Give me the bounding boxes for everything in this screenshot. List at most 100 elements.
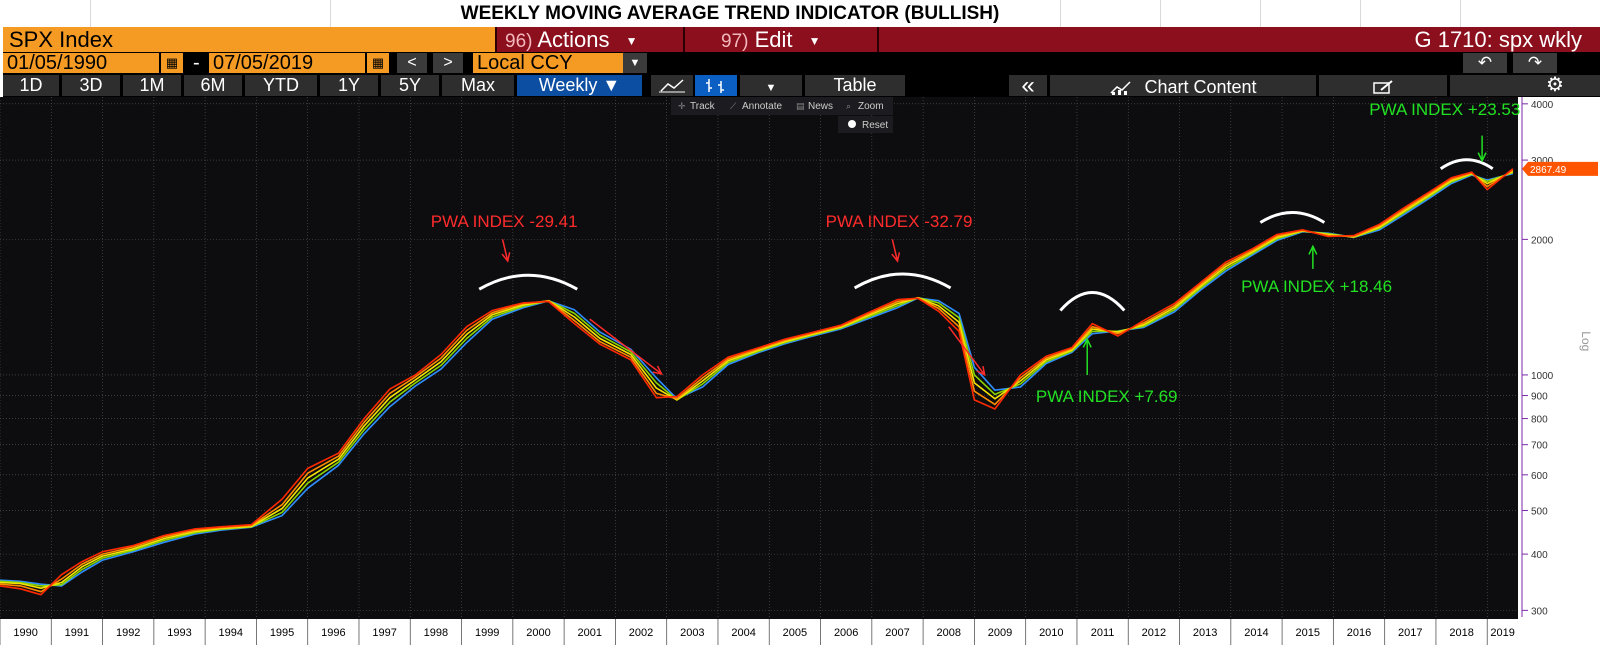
x-tick-label: 2007 xyxy=(885,627,909,639)
period-1d[interactable]: 1D xyxy=(3,75,59,96)
x-tick-label: 1999 xyxy=(475,627,499,639)
pointer-arrow-head xyxy=(501,252,511,263)
last-price-tag xyxy=(1522,161,1598,176)
bloomberg-header: SPX Index 96) Actions ▼ 97) Edit ▼ G 171… xyxy=(3,27,1600,52)
chart-content-icon xyxy=(1110,81,1131,95)
peak-arc xyxy=(478,273,578,291)
x-tick-label: 1998 xyxy=(424,627,448,639)
x-tick-label: 2004 xyxy=(731,627,755,639)
trend-arrow xyxy=(948,326,986,376)
actions-menu[interactable]: 96) Actions ▼ xyxy=(505,27,638,52)
period-ytd[interactable]: YTD xyxy=(245,75,317,96)
trend-arrow-head xyxy=(652,365,663,375)
y-tick-label: 3000 xyxy=(1531,156,1554,167)
separator xyxy=(495,27,497,52)
x-tick-label: 2002 xyxy=(629,627,653,639)
last-price-label: 2867.49 xyxy=(1530,165,1567,176)
separator xyxy=(683,27,685,52)
annotation-label: PWA INDEX -32.79 xyxy=(826,212,973,231)
x-tick-label: 2000 xyxy=(526,627,550,639)
y-tick-label: 500 xyxy=(1531,506,1548,517)
peak-arc xyxy=(1439,158,1494,170)
x-tick-label: 1992 xyxy=(116,627,140,639)
next-button[interactable]: > xyxy=(433,53,463,73)
chart-toolbar: 1D 3D 1M 6M YTD 1Y 5Y Max Weekly ▼ ▼ Tab… xyxy=(3,74,1600,98)
tool-zoom[interactable]: Zoom xyxy=(858,101,884,112)
x-tick-label: 1990 xyxy=(13,627,37,639)
calendar-icon[interactable]: ▦ xyxy=(367,53,389,73)
reset-button[interactable]: Reset xyxy=(862,120,888,131)
x-tick-label: 2005 xyxy=(783,627,807,639)
pointer-arrow-head xyxy=(1082,337,1092,348)
price-chart[interactable]: 1990 1991 1992 1993 1994 1995 1996 1997 1998 1999… xyxy=(0,97,1600,669)
settings-gear-icon[interactable]: ⚙ xyxy=(1450,75,1600,96)
y-tick-label: 700 xyxy=(1531,441,1548,452)
edit-menu[interactable]: 97) Edit ▼ xyxy=(721,27,821,52)
chevron-down-icon: ▼ xyxy=(808,33,821,48)
annotation-label: PWA INDEX +23.53 xyxy=(1369,100,1520,119)
y-tick-label: 4000 xyxy=(1531,100,1554,111)
x-tick-label: 2011 xyxy=(1091,627,1115,639)
tool-track[interactable]: Track xyxy=(690,101,716,112)
x-tick-label: 1993 xyxy=(167,627,191,639)
tool-news[interactable]: News xyxy=(808,101,833,112)
period-1y[interactable]: 1Y xyxy=(320,75,378,96)
x-tick-label: 2012 xyxy=(1142,627,1166,639)
chart-area: 1990 1991 1992 1993 1994 1995 1996 1997 1998 1999… xyxy=(0,97,1600,669)
undo-icon[interactable]: ↶ xyxy=(1463,53,1507,73)
frequency-select[interactable]: Weekly ▼ xyxy=(517,75,642,96)
news-icon: ▤ xyxy=(796,102,805,112)
annotation-label: PWA INDEX +7.69 xyxy=(1036,387,1178,406)
x-tick-label: 1997 xyxy=(372,627,396,639)
collapse-button[interactable]: « xyxy=(1009,74,1047,98)
x-tick-label: 1996 xyxy=(321,627,345,639)
y-tick-label: 1000 xyxy=(1531,371,1554,382)
spreadsheet-grid xyxy=(0,0,1600,27)
y-axis-label: Log xyxy=(1579,331,1593,351)
start-date-input[interactable]: 01/05/1990 xyxy=(3,53,159,73)
line-chart-icon[interactable] xyxy=(651,75,693,96)
moving-average-line-1 xyxy=(0,168,1514,596)
peak-arc xyxy=(853,272,952,290)
bar-chart-icon[interactable] xyxy=(695,75,737,96)
x-tick-label: 2013 xyxy=(1193,627,1217,639)
period-1m[interactable]: 1M xyxy=(123,75,181,96)
pointer-arrow xyxy=(501,239,509,262)
chevron-down-icon: ▼ xyxy=(765,82,777,94)
security-field[interactable]: SPX Index xyxy=(3,27,495,52)
period-5y[interactable]: 5Y xyxy=(381,75,439,96)
x-tick-label: 2015 xyxy=(1295,627,1319,639)
chart-content-button[interactable]: Chart Content xyxy=(1050,75,1316,97)
chevron-down-icon: ▼ xyxy=(625,33,638,48)
prev-button[interactable]: < xyxy=(397,53,427,73)
x-tick-label: 1994 xyxy=(219,627,243,639)
peak-arc xyxy=(1059,291,1126,312)
track-icon: ✛ xyxy=(678,102,686,112)
currency-select[interactable]: Local CCY xyxy=(473,53,623,73)
calendar-icon[interactable]: ▦ xyxy=(161,53,183,73)
chart-tools-bar xyxy=(671,97,893,115)
peak-arc xyxy=(1259,211,1326,224)
y-tick-label: 300 xyxy=(1531,606,1548,617)
edit-number: 97) xyxy=(721,31,749,52)
chevron-down-icon[interactable]: ▼ xyxy=(623,53,647,73)
sheet-title: WEEKLY MOVING AVERAGE TREND INDICATOR (B… xyxy=(460,3,1000,24)
trend-arrow xyxy=(589,318,663,375)
chart-type-dropdown[interactable]: ▼ xyxy=(740,75,802,96)
end-date-input[interactable]: 07/05/2019 xyxy=(209,53,365,73)
x-tick-label: 2010 xyxy=(1039,627,1063,639)
tool-annotate[interactable]: Annotate xyxy=(742,101,782,112)
annotation-label: PWA INDEX -29.41 xyxy=(431,212,578,231)
y-axis-panel xyxy=(1518,97,1600,619)
annotate-icon: ⟋ xyxy=(730,102,737,112)
period-3d[interactable]: 3D xyxy=(62,75,120,96)
period-6m[interactable]: 6M xyxy=(184,75,242,96)
pointer-arrow-head xyxy=(1477,152,1487,163)
x-axis-panel xyxy=(0,619,1518,645)
x-tick-label: 1991 xyxy=(65,627,89,639)
edit-chart-icon[interactable] xyxy=(1319,75,1447,96)
period-max[interactable]: Max xyxy=(442,75,514,96)
reset-icon xyxy=(848,120,856,128)
redo-icon[interactable]: ↷ xyxy=(1513,53,1557,73)
table-button[interactable]: Table xyxy=(805,75,905,96)
